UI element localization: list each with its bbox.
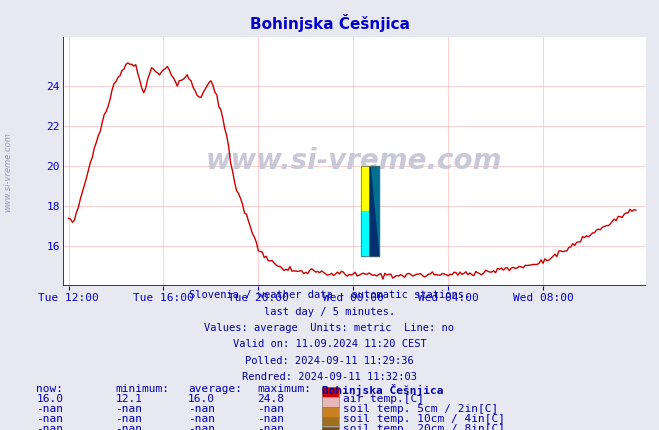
Text: -nan: -nan bbox=[188, 404, 215, 414]
Text: 24.8: 24.8 bbox=[257, 394, 284, 404]
Text: -nan: -nan bbox=[115, 424, 142, 430]
Text: www.si-vreme.com: www.si-vreme.com bbox=[3, 132, 13, 212]
Text: -nan: -nan bbox=[36, 424, 63, 430]
Text: soil temp. 10cm / 4in[C]: soil temp. 10cm / 4in[C] bbox=[343, 414, 505, 424]
Text: average:: average: bbox=[188, 384, 242, 394]
Bar bbox=[361, 166, 370, 211]
Text: -nan: -nan bbox=[257, 424, 284, 430]
Text: Bohinjska Češnjica: Bohinjska Češnjica bbox=[322, 384, 443, 396]
Text: Polled: 2024-09-11 11:29:36: Polled: 2024-09-11 11:29:36 bbox=[245, 356, 414, 365]
Text: -nan: -nan bbox=[257, 404, 284, 414]
Text: Valid on: 11.09.2024 11:20 CEST: Valid on: 11.09.2024 11:20 CEST bbox=[233, 339, 426, 349]
Text: soil temp. 20cm / 8in[C]: soil temp. 20cm / 8in[C] bbox=[343, 424, 505, 430]
Text: www.si-vreme.com: www.si-vreme.com bbox=[206, 147, 502, 175]
Text: -nan: -nan bbox=[257, 414, 284, 424]
Text: 12.1: 12.1 bbox=[115, 394, 142, 404]
Text: last day / 5 minutes.: last day / 5 minutes. bbox=[264, 307, 395, 316]
Text: Slovenia / weather data - automatic stations.: Slovenia / weather data - automatic stat… bbox=[189, 290, 470, 300]
Text: 16.0: 16.0 bbox=[188, 394, 215, 404]
Text: minimum:: minimum: bbox=[115, 384, 169, 394]
Bar bbox=[361, 211, 370, 256]
Text: maximum:: maximum: bbox=[257, 384, 311, 394]
Text: now:: now: bbox=[36, 384, 63, 394]
Text: Values: average  Units: metric  Line: no: Values: average Units: metric Line: no bbox=[204, 323, 455, 333]
Text: Rendred: 2024-09-11 11:32:03: Rendred: 2024-09-11 11:32:03 bbox=[242, 372, 417, 382]
Polygon shape bbox=[370, 166, 379, 256]
Text: Bohinjska Češnjica: Bohinjska Češnjica bbox=[250, 14, 409, 32]
Text: -nan: -nan bbox=[36, 414, 63, 424]
Polygon shape bbox=[370, 166, 379, 256]
Text: soil temp. 5cm / 2in[C]: soil temp. 5cm / 2in[C] bbox=[343, 404, 498, 414]
Text: -nan: -nan bbox=[115, 404, 142, 414]
Text: -nan: -nan bbox=[36, 404, 63, 414]
Text: air temp.[C]: air temp.[C] bbox=[343, 394, 424, 404]
Text: 16.0: 16.0 bbox=[36, 394, 63, 404]
Text: -nan: -nan bbox=[115, 414, 142, 424]
Bar bbox=[361, 166, 379, 256]
Text: -nan: -nan bbox=[188, 424, 215, 430]
Text: -nan: -nan bbox=[188, 414, 215, 424]
